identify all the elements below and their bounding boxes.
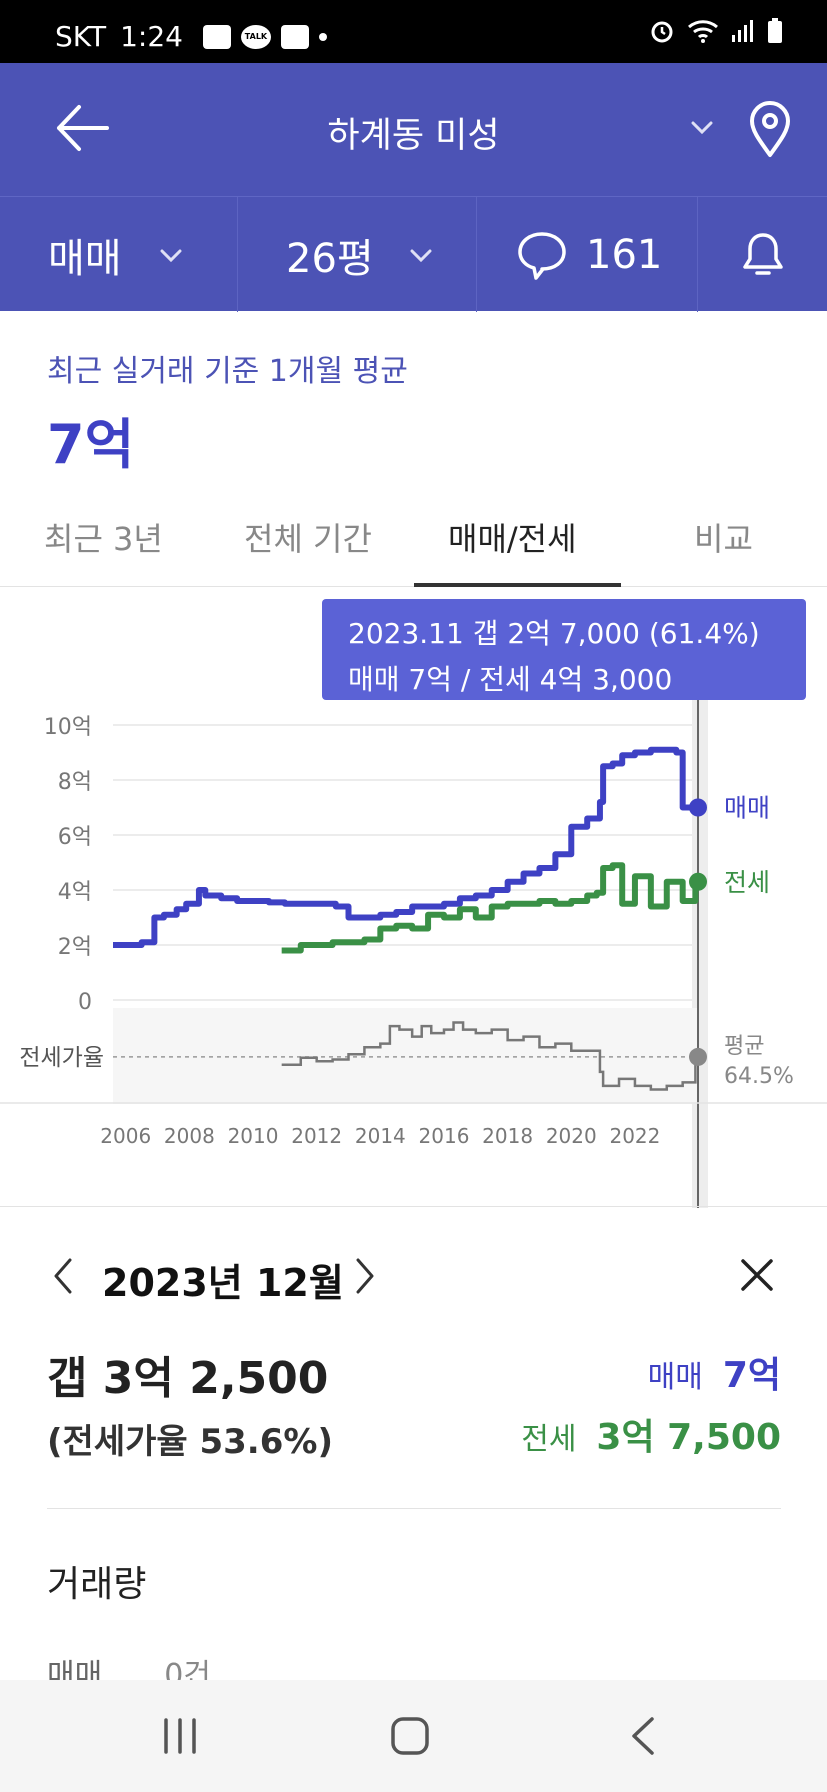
gap-amount: 갭 3억 2,500: [47, 1353, 329, 1404]
tooltip-line-2: 매매 7억 / 전세 4억 3,000: [348, 663, 673, 696]
comments-button[interactable]: 161: [516, 197, 662, 312]
x-tick-label: 2022: [609, 1124, 660, 1148]
chevron-left-icon[interactable]: [50, 1256, 76, 1296]
y-tick-label: 10억: [44, 715, 92, 740]
chart-tooltip: 2023.11 갭 2억 7,000 (61.4%) 매매 7억 / 전세 4억…: [322, 599, 806, 700]
tooltip-line-1: 2023.11 갭 2억 7,000 (61.4%): [348, 617, 760, 650]
close-icon[interactable]: [740, 1258, 774, 1292]
tab-recent-3y[interactable]: 최근 3년: [44, 520, 163, 558]
recent-apps-icon[interactable]: [160, 1716, 200, 1756]
selected-month: 2023년 12월: [102, 1261, 344, 1305]
bell-icon: [743, 232, 783, 275]
chevron-down-icon[interactable]: [688, 113, 716, 141]
jeonse-current-point: [689, 872, 707, 891]
active-tab-indicator: [414, 583, 621, 587]
x-tick-label: 2006: [100, 1124, 151, 1148]
area-selector[interactable]: 26평: [286, 197, 434, 312]
battery-icon: [768, 18, 782, 43]
sale-value: 7억: [722, 1355, 781, 1396]
sale-current-point: [689, 798, 707, 817]
ratio-average-label: 평균: [724, 1034, 764, 1059]
home-icon[interactable]: [390, 1716, 430, 1756]
filter-bar: 매매 26평 161: [0, 196, 827, 312]
x-tick-label: 2016: [419, 1124, 470, 1148]
sale-price-row: 매매 7억: [648, 1346, 781, 1398]
month-navigator: 2023년 12월: [0, 1248, 827, 1308]
x-tick-label: 2018: [482, 1124, 533, 1148]
kakaotalk-icon: TALK: [240, 24, 271, 49]
jeonse-value: 3억 7,500: [596, 1417, 781, 1458]
section-divider: [0, 1206, 827, 1207]
ratio-current-point: [689, 1047, 707, 1066]
chevron-right-icon[interactable]: [352, 1256, 378, 1296]
speech-bubble-icon: [518, 231, 566, 280]
wifi-icon: [688, 20, 718, 43]
summary-caption: 최근 실거래 기준 1개월 평균: [47, 354, 408, 389]
x-tick-label: 2012: [291, 1124, 342, 1148]
summary-value: 7억: [47, 413, 135, 476]
y-tick-label: 2억: [58, 935, 92, 960]
back-nav-icon[interactable]: [628, 1716, 658, 1756]
gallery-icon: [202, 24, 231, 49]
youtube-icon: [280, 24, 309, 49]
section-divider: [47, 1508, 781, 1509]
notification-dot-icon: [318, 32, 327, 41]
system-nav-bar: [0, 1680, 827, 1792]
tab-all-period[interactable]: 전체 기간: [244, 520, 372, 558]
x-tick-label: 2010: [228, 1124, 279, 1148]
location-pin-icon[interactable]: [746, 99, 794, 159]
carrier-label: SKT: [55, 20, 107, 53]
ratio-label: 전세가율: [19, 1045, 104, 1071]
volume-title: 거래량: [47, 1564, 147, 1605]
period-tabs: 최근 3년 전체 기간 매매/전세 비교: [0, 500, 827, 587]
jeonse-ratio: (전세가율 53.6%): [47, 1422, 333, 1462]
alarm-icon: [651, 21, 673, 43]
clock: 1:24: [120, 20, 183, 53]
status-bar: SKT 1:24 TALK: [0, 0, 827, 63]
signal-icon: [732, 20, 753, 42]
tab-sale-jeonse[interactable]: 매매/전세: [448, 520, 577, 558]
app-header: 하계동 미성: [0, 63, 827, 196]
ratio-average-value: 64.5%: [724, 1064, 794, 1089]
trade-type-selector[interactable]: 매매: [48, 197, 184, 312]
chevron-down-icon: [160, 249, 182, 262]
comment-count: 161: [586, 231, 663, 278]
y-tick-label: 0: [78, 990, 92, 1015]
x-tick-label: 2014: [355, 1124, 406, 1148]
sale-series-line: [113, 746, 696, 948]
y-tick-label: 8억: [58, 770, 92, 795]
trade-type-label: 매매: [48, 235, 122, 282]
jeonse-price-row: 전세 3억 7,500: [521, 1408, 781, 1460]
jeonse-label: 전세: [521, 1422, 577, 1457]
y-tick-label: 4억: [58, 880, 92, 905]
jeonse-series-line: [281, 862, 699, 954]
tab-compare[interactable]: 비교: [694, 520, 753, 558]
notification-button[interactable]: [741, 197, 785, 312]
x-tick-label: 2020: [546, 1124, 597, 1148]
jeonse-series-label: 전세: [724, 868, 770, 897]
complex-title[interactable]: 하계동 미성: [327, 116, 500, 156]
ratio-series-line: [281, 1021, 697, 1091]
chevron-down-icon: [410, 249, 432, 262]
sale-label: 매매: [647, 1360, 703, 1395]
back-arrow-icon[interactable]: [55, 103, 111, 153]
x-tick-label: 2008: [164, 1124, 215, 1148]
area-label: 26평: [286, 235, 374, 282]
y-tick-label: 6억: [58, 825, 92, 850]
sale-series-label: 매매: [724, 794, 770, 823]
ratio-band: [113, 1008, 697, 1104]
